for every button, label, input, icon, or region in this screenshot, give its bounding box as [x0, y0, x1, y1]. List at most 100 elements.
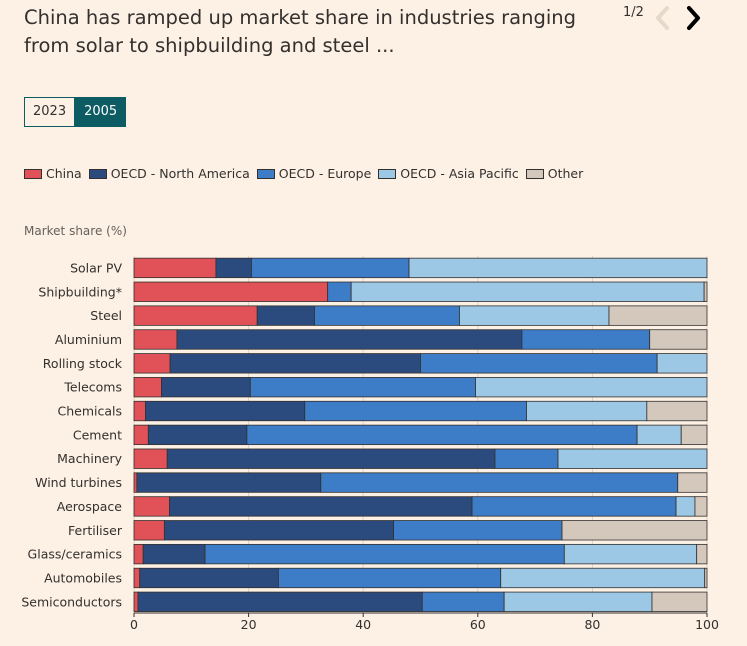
bar-segment: [142, 543, 206, 565]
legend-label-europe: OECD - Europe: [278, 166, 372, 181]
bar-segment: [139, 567, 279, 589]
bar-segment: [256, 305, 315, 326]
legend-label-asia-pacific: OECD - Asia Pacific: [400, 166, 519, 181]
bar-segment: [215, 257, 252, 279]
bar-segment: [204, 543, 565, 565]
category-label: Aluminium: [55, 332, 122, 347]
bar-segment: [277, 567, 502, 589]
bar-segment: [166, 448, 496, 469]
bar-segment: [636, 424, 682, 446]
bar-segment: [694, 496, 708, 517]
category-label: Telecoms: [63, 380, 122, 395]
bar-segment: [471, 496, 677, 517]
bar-segment: [563, 543, 698, 565]
legend-swatch-north-america: [88, 168, 107, 179]
bar-segment: [675, 496, 696, 517]
x-tick-label: 80: [584, 617, 600, 632]
bar-segment: [133, 543, 144, 565]
category-label: Semiconductors: [21, 594, 122, 609]
bar-segment: [703, 281, 708, 302]
bar-segment: [526, 400, 648, 422]
tab-2023[interactable]: 2023: [24, 97, 76, 127]
bar-segment: [459, 305, 610, 326]
bar-segment: [696, 543, 708, 565]
bar-segment: [500, 567, 706, 589]
bar-segment: [557, 448, 708, 469]
chart-title: China has ramped up market share in indu…: [24, 6, 577, 57]
category-label: Wind turbines: [35, 475, 122, 490]
page-indicator: 1/2: [623, 5, 644, 20]
category-label: Glass/ceramics: [28, 547, 122, 562]
legend-label-other: Other: [547, 166, 584, 181]
legend-label-china: China: [46, 166, 82, 181]
bar-segment: [133, 400, 146, 422]
bar-segment: [503, 591, 653, 612]
bar-segment: [133, 353, 171, 374]
x-tick-label: 60: [470, 617, 486, 632]
y-axis-label: Market share (%): [24, 224, 127, 238]
legend-item-china: China: [24, 166, 82, 181]
bar-segment: [393, 520, 563, 541]
bar-segment: [704, 567, 708, 589]
bar-segment: [421, 591, 505, 612]
bar-segment: [249, 377, 476, 398]
bar-segment: [133, 591, 139, 612]
bar-segment: [420, 353, 658, 374]
bar-segment: [251, 257, 410, 279]
bar-segment: [521, 329, 651, 350]
category-label: Fertiliser: [68, 523, 123, 538]
bar-segment: [680, 424, 708, 446]
bar-segment: [133, 567, 141, 589]
bar-segment: [169, 496, 473, 517]
bar-segment: [646, 400, 708, 422]
legend-item-europe: OECD - Europe: [256, 166, 372, 181]
bar-segment: [246, 424, 638, 446]
bar-segment: [169, 353, 421, 374]
bar-segment: [133, 424, 149, 446]
legend-label-north-america: OECD - North America: [110, 166, 250, 181]
legend-item-asia-pacific: OECD - Asia Pacific: [378, 166, 519, 181]
bar-segment: [561, 520, 708, 541]
x-tick-label: 20: [241, 617, 257, 632]
bar-segment: [494, 448, 559, 469]
bar-segment: [163, 520, 394, 541]
bar-segment: [137, 591, 423, 612]
bar-segment: [133, 520, 165, 541]
legend-swatch-europe: [256, 168, 275, 179]
category-label: Chemicals: [57, 404, 122, 419]
bar-segment: [677, 472, 708, 493]
chevron-left-icon[interactable]: [652, 4, 674, 32]
category-label: Machinery: [57, 451, 122, 466]
category-label: Rolling stock: [43, 356, 123, 371]
bar-segment: [350, 281, 705, 302]
bar-segment: [314, 305, 460, 326]
bar-segment: [649, 329, 708, 350]
bar-segment: [176, 329, 523, 350]
x-tick-label: 100: [695, 617, 719, 632]
bar-segment: [327, 281, 352, 302]
legend: China OECD - North America OECD - Europe…: [24, 166, 590, 181]
bar-segment: [133, 305, 258, 326]
category-label: Automobiles: [44, 570, 122, 585]
category-label: Shipbuilding*: [38, 284, 122, 299]
bar-segment: [133, 329, 178, 350]
bar-segment: [161, 377, 251, 398]
bar-segment: [147, 424, 248, 446]
bar-segment: [133, 496, 170, 517]
chevron-right-icon[interactable]: [682, 4, 704, 32]
category-label: Cement: [73, 427, 122, 442]
tab-2005[interactable]: 2005: [75, 97, 127, 127]
bar-segment: [408, 257, 708, 279]
category-label: Solar PV: [70, 260, 122, 275]
bar-segment: [136, 472, 322, 493]
bar-segment: [145, 400, 306, 422]
legend-item-north-america: OECD - North America: [88, 166, 250, 181]
bar-segment: [656, 353, 708, 374]
bar-segment: [651, 591, 708, 612]
legend-swatch-other: [525, 168, 544, 179]
legend-swatch-china: [24, 168, 42, 179]
bar-segment: [304, 400, 527, 422]
legend-swatch-asia-pacific: [378, 168, 397, 179]
bar-segment: [133, 377, 162, 398]
